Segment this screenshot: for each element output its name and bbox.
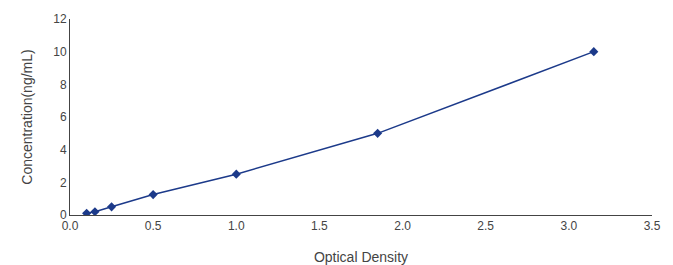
svg-text:2.0: 2.0 <box>394 219 411 233</box>
svg-text:0.5: 0.5 <box>145 219 162 233</box>
svg-text:1.5: 1.5 <box>311 219 328 233</box>
svg-text:2.5: 2.5 <box>477 219 494 233</box>
svg-text:6: 6 <box>60 110 67 124</box>
svg-text:10: 10 <box>53 45 67 59</box>
svg-text:2: 2 <box>60 176 67 190</box>
svg-text:3.5: 3.5 <box>644 219 661 233</box>
svg-text:3.0: 3.0 <box>561 219 578 233</box>
svg-text:0.0: 0.0 <box>62 219 79 233</box>
svg-text:4: 4 <box>60 143 67 157</box>
svg-text:12: 12 <box>53 12 67 26</box>
svg-text:Optical Density: Optical Density <box>314 249 408 265</box>
svg-text:1.0: 1.0 <box>228 219 245 233</box>
svg-text:8: 8 <box>60 78 67 92</box>
svg-text:Concentration(ng/mL): Concentration(ng/mL) <box>19 49 35 184</box>
svg-text:0: 0 <box>60 208 67 222</box>
